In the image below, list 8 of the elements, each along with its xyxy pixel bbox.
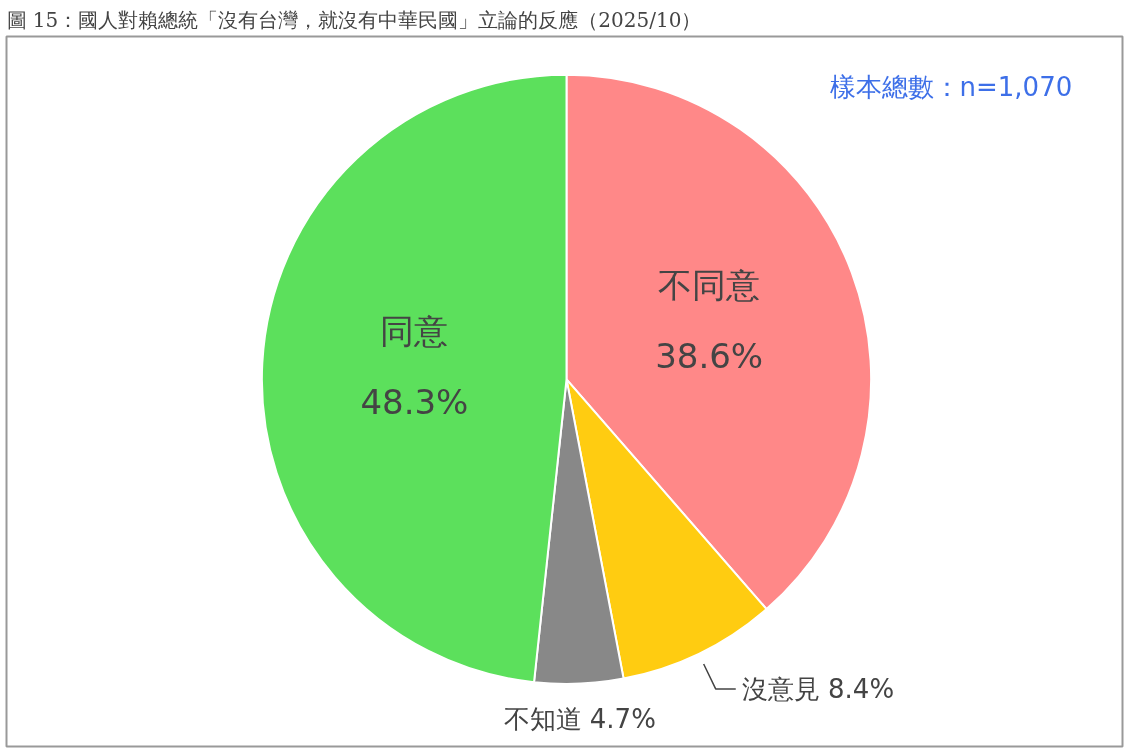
slice-label: 不同意 [658, 264, 761, 305]
data-label: 48.3% [360, 381, 469, 422]
slice-label: 不知道 4.7% [503, 704, 656, 735]
data-label: 38.6% [655, 335, 764, 376]
text: 樣本總數：n=1,070 [829, 72, 1073, 103]
slice-label: 沒意見 8.4% [741, 673, 895, 704]
chart-title: 圖 15：國人對賴總統「沒有台灣，就沒有中華民國」立論的反應（2025/10） [6, 7, 702, 32]
slice-label: 同意 [380, 310, 449, 351]
